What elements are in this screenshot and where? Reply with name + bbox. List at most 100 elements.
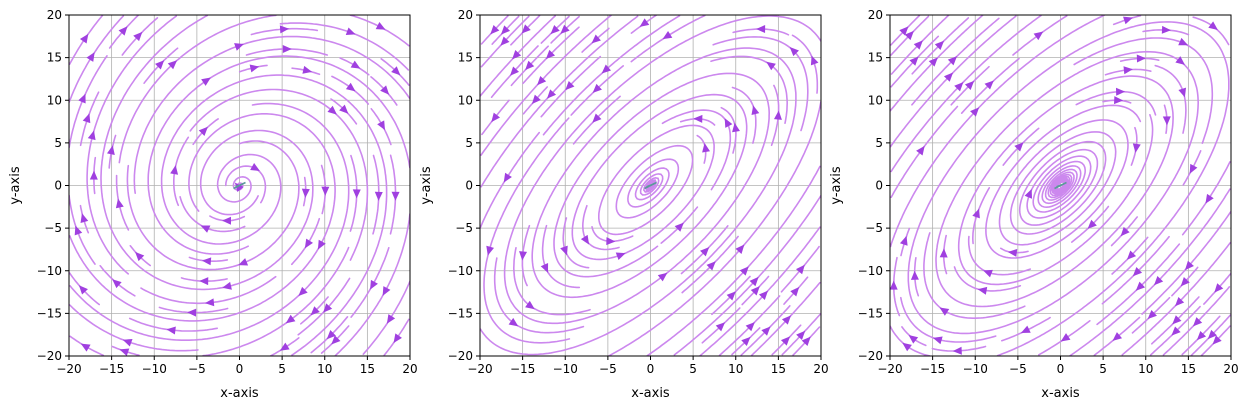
- stream-arrow: [106, 145, 115, 156]
- stream-arrow: [377, 120, 386, 131]
- stream-arrow: [913, 40, 923, 50]
- stream-arrow: [639, 18, 650, 27]
- stream-arrow: [1214, 283, 1224, 293]
- stream-arrow: [345, 82, 356, 92]
- stream-arrow: [674, 222, 684, 232]
- x-tick-label: 20: [813, 362, 828, 376]
- stream-arrow: [943, 72, 954, 82]
- stream-arrow: [339, 104, 349, 114]
- stream-arrow: [983, 269, 993, 278]
- stream-arrow: [302, 65, 313, 74]
- x-tick-label: 10: [728, 362, 743, 376]
- stream-arrow: [391, 191, 400, 201]
- streamplot-panel-1: −20 −15 −10 −5 0 5 10 15 20 −20−15−10−505101520 …: [8, 8, 418, 401]
- stream-arrow: [773, 110, 782, 120]
- stream-arrow: [519, 251, 528, 261]
- x-tick-label: −15: [510, 362, 535, 376]
- stream-arrow: [370, 279, 378, 290]
- stream-arrow: [795, 264, 805, 275]
- center-stream: [646, 182, 655, 188]
- stream-arrow: [112, 279, 122, 289]
- y-tick-label: −5: [865, 221, 883, 235]
- x-tick-label: 0: [647, 362, 655, 376]
- stream-arrow: [222, 281, 232, 290]
- stream-arrow: [249, 64, 260, 73]
- y-ticks: −20 −15 −10 −5 0 5 10 15 20: [448, 8, 480, 363]
- x-tick-label: 0: [1057, 362, 1065, 376]
- y-tick-label: 10: [47, 93, 62, 107]
- stream-arrow: [234, 182, 244, 193]
- stream-arrow: [199, 277, 209, 286]
- stream-arrow: [1147, 309, 1157, 320]
- stream-arrow: [932, 336, 943, 345]
- stream-arrow: [801, 336, 811, 346]
- stream-arrow: [952, 346, 962, 355]
- stream-arrow: [732, 122, 740, 133]
- stream-arrow: [916, 145, 925, 156]
- stream-arrow: [545, 49, 556, 60]
- stream-arrow: [964, 80, 975, 91]
- stream-arrow: [702, 142, 710, 153]
- stream-arrow: [1207, 329, 1217, 340]
- x-ticks: −20 −15 −10 −5 0 5 10 15 20: [467, 356, 829, 376]
- stream-arrow: [1020, 325, 1031, 334]
- stream-arrow: [510, 66, 520, 76]
- center-marker: [644, 181, 657, 190]
- stream-arrow: [939, 307, 950, 316]
- stream-arrow: [282, 45, 292, 54]
- stream-arrow: [167, 60, 178, 70]
- stream-arrow: [1185, 260, 1194, 271]
- stream-arrow: [739, 266, 749, 276]
- stream-arrow: [326, 330, 336, 340]
- y-tick-label: 5: [54, 136, 62, 150]
- stream-arrow: [1175, 56, 1185, 65]
- x-ticks: −20 −15 −10 −5 0 5 10 15 20: [56, 356, 418, 376]
- stream-arrow: [279, 342, 290, 351]
- stream-arrow: [810, 55, 819, 66]
- x-tick-label: −20: [877, 362, 902, 376]
- stream-arrow: [735, 244, 745, 254]
- stream-arrow: [550, 24, 560, 35]
- y-tick-label: −10: [858, 264, 883, 278]
- stream-arrow: [133, 31, 143, 42]
- stream-arrow: [1132, 143, 1141, 153]
- stream-arrow: [352, 189, 361, 199]
- x-tick-label: 5: [689, 362, 697, 376]
- y-axis-label: y-axis: [8, 166, 23, 204]
- stream-arrow: [724, 118, 733, 128]
- x-tick-label: 15: [771, 362, 786, 376]
- stream-arrow: [565, 80, 575, 91]
- y-tick-label: −5: [44, 221, 62, 235]
- stream-arrow: [934, 40, 945, 50]
- y-ticks: −20 −15 −10 −5 0 5 10 15 20: [37, 8, 69, 363]
- x-tick-label: −15: [920, 362, 945, 376]
- y-tick-label: 0: [54, 179, 62, 193]
- y-tick-label: −20: [448, 349, 473, 363]
- stream-arrow: [500, 36, 510, 46]
- stream-arrow: [751, 105, 760, 116]
- stream-arrow: [592, 83, 602, 93]
- y-tick-label: 10: [868, 93, 883, 107]
- stream-arrow: [750, 286, 760, 296]
- x-tick-label: −10: [963, 362, 988, 376]
- x-axis-label: x-axis: [220, 386, 259, 401]
- y-tick-label: −20: [37, 349, 62, 363]
- stream-arrow: [380, 85, 390, 95]
- stream-arrow: [1114, 96, 1124, 105]
- stream-arrow: [327, 105, 337, 115]
- stream-arrow: [525, 60, 535, 71]
- stream-arrow: [537, 75, 547, 86]
- x-tick-label: 5: [278, 362, 286, 376]
- stream-arrow: [909, 56, 919, 66]
- x-tick-label: −20: [56, 362, 81, 376]
- stream-arrow: [323, 303, 333, 313]
- stream-arrow: [89, 170, 98, 180]
- stream-arrow: [899, 26, 909, 36]
- stream-arrow: [508, 317, 519, 327]
- y-tick-label: −10: [37, 264, 62, 278]
- stream-arrow: [382, 286, 391, 296]
- x-tick-label: −15: [99, 362, 124, 376]
- center-marker: [233, 181, 246, 190]
- stream-arrow: [780, 336, 791, 346]
- stream-arrow: [1060, 333, 1071, 342]
